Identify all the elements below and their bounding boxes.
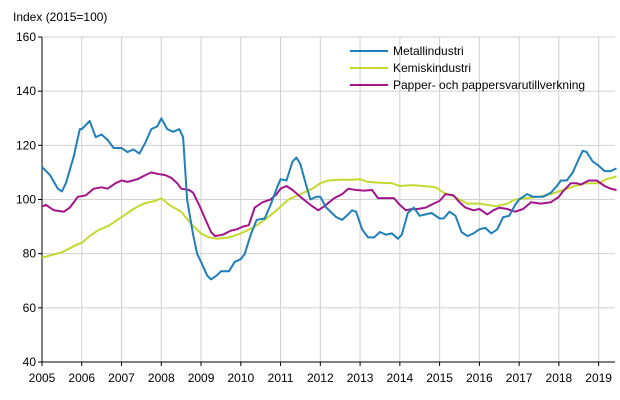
y-tick-label: 100 [16, 193, 36, 207]
x-tick-label: 2012 [307, 371, 334, 385]
x-tick-label: 2009 [188, 371, 215, 385]
legend-swatch [350, 83, 388, 86]
series-line-papper [41, 171, 617, 238]
x-tick-label: 2019 [585, 371, 612, 385]
y-tick-label: 80 [23, 247, 37, 261]
x-tick-label: 2014 [386, 371, 413, 385]
x-tick-label: 2007 [108, 371, 135, 385]
legend-item-metallindustri: Metallindustri [350, 42, 585, 59]
legend: Metallindustri Kemiskindustri Papper- oc… [350, 42, 585, 93]
x-tick-label: 2016 [466, 371, 493, 385]
x-tick-label: 2005 [29, 371, 56, 385]
x-tick-label: 2017 [506, 371, 533, 385]
legend-label: Papper- och pappersvarutillverkning [393, 77, 586, 92]
x-tick-label: 2015 [426, 371, 453, 385]
y-tick-label: 140 [16, 84, 36, 98]
y-tick-label: 160 [16, 30, 36, 44]
legend-label: Kemiskindustri [393, 60, 472, 75]
legend-swatch [350, 49, 388, 52]
series-line-metallindustri [41, 117, 617, 281]
legend-item-papper: Papper- och pappersvarutillverkning [350, 76, 585, 93]
y-tick-label: 120 [16, 138, 36, 152]
x-tick-label: 2006 [68, 371, 95, 385]
x-tick-label: 2010 [227, 371, 254, 385]
legend-swatch [350, 66, 388, 69]
x-tick-label: 2018 [546, 371, 573, 385]
y-tick-label: 60 [23, 301, 37, 315]
legend-item-kemiskindustri: Kemiskindustri [350, 59, 585, 76]
y-axis-title: Index (2015=100) [13, 10, 108, 24]
series-line-kemiskindustri [41, 175, 617, 259]
x-tick-label: 2011 [268, 371, 294, 385]
legend-label: Metallindustri [393, 43, 464, 58]
x-tick-label: 2008 [148, 371, 175, 385]
x-tick-label: 2013 [347, 371, 374, 385]
y-tick-label: 40 [23, 355, 37, 369]
